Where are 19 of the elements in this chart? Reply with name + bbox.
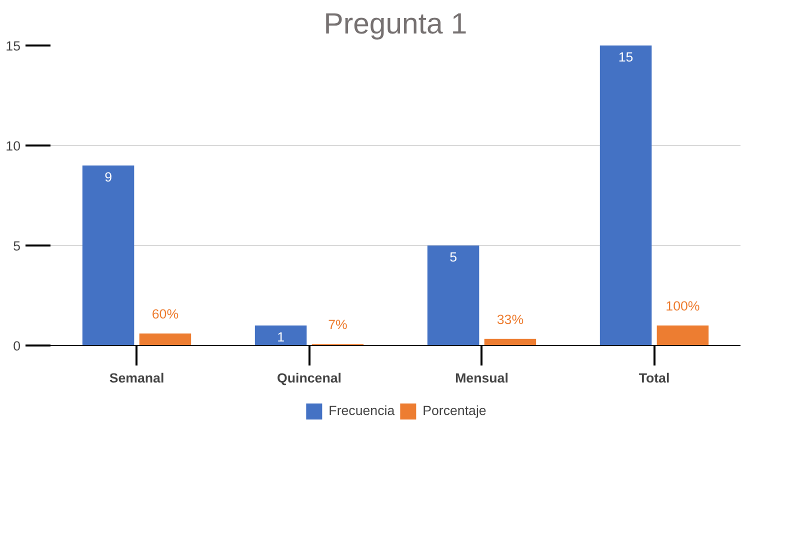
data-label: 100% <box>666 298 700 314</box>
data-label: 33% <box>496 312 524 327</box>
x-tick-label: Semanal <box>109 370 164 386</box>
y-tick-label: 5 <box>13 238 21 254</box>
y-tick-label: 15 <box>6 38 21 54</box>
data-label: 15 <box>618 50 634 64</box>
y-tick-label: 0 <box>13 338 21 354</box>
data-label: 7% <box>328 317 348 332</box>
x-tick-label: Quincenal <box>277 370 342 386</box>
data-label: 5 <box>450 250 458 264</box>
data-label: 60% <box>152 306 179 322</box>
data-label: 9 <box>104 170 112 184</box>
chart-title: Pregunta 1 <box>324 8 468 40</box>
data-label: 1 <box>277 330 285 344</box>
legend-label: Frecuencia <box>328 403 395 418</box>
x-tick-label: Mensual <box>455 370 508 386</box>
x-tick-label: Total <box>638 370 670 386</box>
y-tick-label: 10 <box>6 138 21 154</box>
legend-label: Porcentaje <box>422 403 486 418</box>
